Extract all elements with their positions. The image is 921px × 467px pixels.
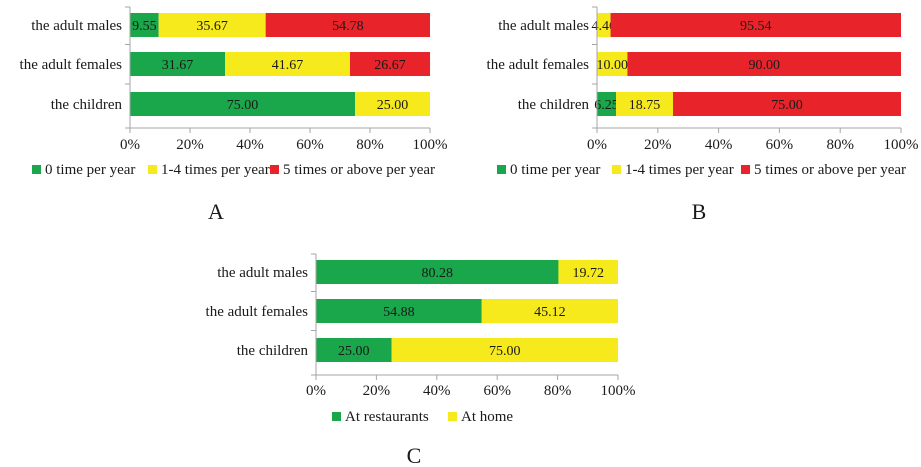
bar-segment xyxy=(158,13,266,37)
x-tick-label: 0% xyxy=(120,137,140,153)
bar-segment xyxy=(558,260,618,284)
category-label: the adult males xyxy=(217,265,308,281)
panel-label: C xyxy=(407,443,422,467)
x-tick-label: 40% xyxy=(236,137,264,153)
bar-segment xyxy=(350,52,431,76)
bar-segment xyxy=(627,52,901,76)
data-label: 54.88 xyxy=(383,305,415,320)
data-label: 9.55 xyxy=(132,19,157,34)
x-tick-label: 100% xyxy=(601,383,636,399)
x-tick-label: 100% xyxy=(413,137,448,153)
x-tick-label: 100% xyxy=(884,137,919,153)
x-tick-label: 0% xyxy=(306,383,326,399)
legend-swatch xyxy=(32,165,41,174)
data-label: 10.00 xyxy=(596,58,628,73)
data-label: 18.75 xyxy=(629,98,661,113)
legend-swatch xyxy=(448,412,457,421)
legend-swatch xyxy=(741,165,750,174)
legend-swatch xyxy=(270,165,279,174)
x-tick-label: 80% xyxy=(544,383,572,399)
legend-label: At home xyxy=(461,409,513,425)
bar-segment xyxy=(265,13,430,37)
x-tick-label: 80% xyxy=(356,137,384,153)
x-tick-label: 40% xyxy=(705,137,733,153)
data-label: 90.00 xyxy=(748,58,780,73)
bar-segment xyxy=(130,92,355,116)
category-label: the adult females xyxy=(487,57,590,73)
x-tick-label: 80% xyxy=(826,137,854,153)
bar-segment xyxy=(391,338,618,362)
panel-label: B xyxy=(692,199,707,224)
legend-label: 1-4 times per year xyxy=(161,162,270,178)
data-label: 75.00 xyxy=(227,98,259,113)
data-label: 75.00 xyxy=(771,98,803,113)
legend-label: 5 times or above per year xyxy=(754,162,906,178)
legend-swatch xyxy=(497,165,506,174)
x-tick-label: 20% xyxy=(176,137,204,153)
data-label: 54.78 xyxy=(332,19,364,34)
legend-label: At restaurants xyxy=(345,409,429,425)
data-label: 26.67 xyxy=(374,58,406,73)
bar-segment xyxy=(130,13,159,37)
bar-segment xyxy=(316,299,482,323)
data-label: 45.12 xyxy=(534,305,566,320)
x-tick-label: 20% xyxy=(644,137,672,153)
x-tick-label: 60% xyxy=(766,137,794,153)
bar-segment xyxy=(316,260,559,284)
x-tick-label: 60% xyxy=(296,137,324,153)
bar-segment xyxy=(597,92,616,116)
x-tick-label: 20% xyxy=(363,383,391,399)
category-label: the adult males xyxy=(498,18,589,34)
data-label: 6.25 xyxy=(594,98,619,113)
bar-segment xyxy=(481,299,618,323)
bar-segment xyxy=(225,52,351,76)
x-tick-label: 0% xyxy=(587,137,607,153)
bar-segment xyxy=(616,92,673,116)
bar-segment xyxy=(610,13,901,37)
bar-segment xyxy=(130,52,226,76)
data-label: 4.46 xyxy=(592,19,617,34)
category-label: the children xyxy=(518,97,590,113)
panel-label: A xyxy=(208,199,224,224)
data-label: 31.67 xyxy=(162,58,194,73)
category-label: the children xyxy=(51,97,123,113)
bar-segment xyxy=(673,92,901,116)
legend-label: 0 time per year xyxy=(510,162,600,178)
data-label: 41.67 xyxy=(272,58,304,73)
data-label: 80.28 xyxy=(421,266,453,281)
chart-panel-a: the adult males the adult females the chil… xyxy=(20,6,448,224)
category-label: the children xyxy=(237,343,309,359)
legend-swatch xyxy=(612,165,621,174)
data-label: 35.67 xyxy=(196,19,228,34)
legend-label: 0 time per year xyxy=(45,162,135,178)
data-label: 25.00 xyxy=(338,344,370,359)
legend-swatch xyxy=(332,412,341,421)
legend-label: 1-4 times per year xyxy=(625,162,734,178)
data-label: 19.72 xyxy=(572,266,604,281)
bar-segment xyxy=(597,52,628,76)
data-label: 95.54 xyxy=(740,19,772,34)
x-tick-label: 40% xyxy=(423,383,451,399)
data-label: 25.00 xyxy=(377,98,409,113)
bar-segment xyxy=(355,92,430,116)
chart-panel-b: the adult males the adult females the chil… xyxy=(487,6,919,224)
legend-label: 5 times or above per year xyxy=(283,162,435,178)
bar-segment xyxy=(316,338,392,362)
category-label: the adult females xyxy=(20,57,123,73)
category-label: the adult males xyxy=(31,18,122,34)
category-label: the adult females xyxy=(206,304,309,320)
legend-swatch xyxy=(148,165,157,174)
data-label: 75.00 xyxy=(489,344,521,359)
bar-segment xyxy=(597,13,611,37)
x-tick-label: 60% xyxy=(483,383,511,399)
chart-panel-c: the adult males the adult females the chil… xyxy=(206,253,636,467)
